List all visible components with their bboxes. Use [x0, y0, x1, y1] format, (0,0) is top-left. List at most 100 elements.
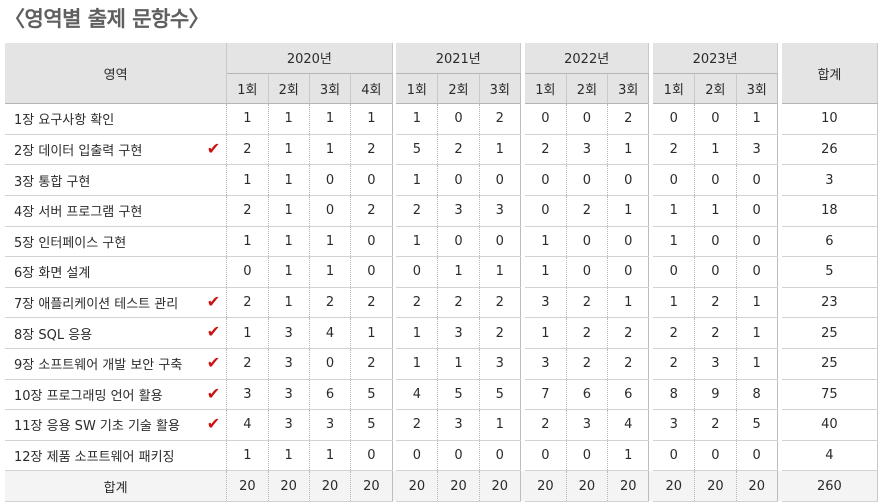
count-cell: 0 — [479, 164, 521, 196]
count-cell: 1 — [694, 134, 737, 166]
count-cell: 0 — [437, 226, 480, 258]
area-cell: 7장 애플리케이션 테스트 관리 ✔ — [5, 287, 228, 319]
count-cell: 2 — [479, 103, 521, 135]
column-gap — [776, 43, 782, 104]
count-cell: 3 — [566, 134, 609, 166]
count-cell: 3 — [479, 195, 521, 227]
column-gap — [776, 409, 782, 441]
count-cell: 3 — [736, 134, 778, 166]
count-cell: 3 — [524, 287, 567, 319]
count-cell: 1 — [736, 103, 778, 135]
count-cell: 1 — [396, 226, 439, 258]
column-gap — [648, 134, 654, 165]
count-cell: 0 — [566, 103, 609, 135]
checkmark-icon: ✔ — [206, 291, 221, 311]
count-cell: 0 — [226, 256, 269, 288]
count-cell: 0 — [524, 164, 567, 196]
count-cell: 0 — [736, 440, 778, 472]
count-cell: 1 — [396, 164, 439, 196]
column-gap — [776, 103, 782, 135]
area-name: 11장 응용 SW 기초 기술 활용 — [14, 419, 180, 435]
count-cell: 0 — [736, 226, 778, 258]
count-cell: 1 — [268, 256, 310, 288]
count-cell: 2 — [350, 195, 393, 227]
count-cell: 1 — [396, 103, 439, 135]
count-cell: 1 — [607, 195, 650, 227]
row-total-cell: 26 — [781, 134, 878, 166]
count-cell: 3 — [268, 409, 310, 441]
round-header: 2회 — [566, 72, 609, 105]
count-cell: 0 — [694, 440, 737, 472]
column-gap — [648, 348, 654, 380]
count-cell: 2 — [226, 348, 269, 380]
round-header: 3회 — [309, 72, 352, 105]
count-cell: 1 — [653, 287, 696, 319]
count-cell: 1 — [607, 440, 650, 472]
count-cell: 1 — [309, 103, 352, 135]
count-cell: 0 — [566, 164, 609, 196]
count-cell: 2 — [396, 195, 439, 227]
count-cell: 1 — [694, 195, 737, 227]
count-cell: 1 — [350, 103, 393, 135]
count-cell: 2 — [566, 195, 609, 227]
table-row: 10장 프로그래밍 언어 활용 ✔ 3 3 6 5 4 5 5 7 6 6 8 9 8 75 — [5, 379, 878, 411]
count-cell: 2 — [653, 317, 696, 349]
area-cell: 12장 제품 소프트웨어 패키징 — [5, 440, 228, 472]
area-cell: 2장 데이터 입출력 구현 ✔ — [5, 134, 228, 166]
column-gap — [391, 409, 397, 441]
grand-total-cell: 260 — [781, 470, 878, 502]
checkmark-icon: ✔ — [206, 138, 221, 158]
count-cell: 1 — [268, 103, 310, 135]
count-cell: 3 — [268, 348, 310, 380]
row-total-cell: 18 — [781, 195, 878, 227]
count-cell: 1 — [524, 256, 567, 288]
count-cell: 2 — [350, 134, 393, 166]
count-cell: 1 — [226, 226, 269, 258]
count-cell: 2 — [226, 134, 269, 166]
area-name: 7장 애플리케이션 테스트 관리 — [14, 297, 179, 313]
count-cell: 4 — [226, 409, 269, 441]
count-cell: 2 — [653, 348, 696, 380]
count-cell: 3 — [694, 348, 737, 380]
column-gap — [648, 440, 654, 471]
table-row: 5장 인터페이스 구현 1 1 1 0 1 0 0 1 0 0 1 0 0 6 — [5, 226, 878, 258]
count-cell: 1 — [479, 134, 521, 166]
column-gap — [391, 164, 397, 196]
area-cell: 8장 SQL 응용 ✔ — [5, 317, 228, 349]
row-total-cell: 4 — [781, 440, 878, 472]
row-total-cell: 3 — [781, 164, 878, 196]
round-header: 1회 — [653, 72, 696, 105]
column-gap — [519, 348, 525, 380]
column-gap — [391, 348, 397, 380]
checkmark-icon: ✔ — [206, 383, 221, 403]
column-gap — [776, 348, 782, 380]
column-gap — [391, 440, 397, 471]
count-cell: 1 — [268, 134, 310, 166]
total-label: 합계 — [5, 470, 228, 502]
count-cell: 2 — [396, 287, 439, 319]
count-cell: 20 — [607, 470, 650, 502]
table-row: 1장 요구사항 확인 1 1 1 1 1 0 2 0 0 2 0 0 1 10 — [5, 103, 878, 135]
count-cell: 0 — [653, 103, 696, 135]
row-total-cell: 25 — [781, 348, 878, 380]
area-cell: 10장 프로그래밍 언어 활용 ✔ — [5, 379, 228, 411]
area-cell: 6장 화면 설계 — [5, 256, 228, 288]
count-cell: 20 — [694, 470, 737, 502]
count-cell: 0 — [524, 195, 567, 227]
column-gap — [776, 440, 782, 471]
count-cell: 3 — [268, 379, 310, 411]
column-gap — [519, 103, 525, 135]
count-cell: 1 — [226, 164, 269, 196]
count-cell: 20 — [736, 470, 778, 502]
column-gap — [648, 379, 654, 410]
count-cell: 2 — [566, 317, 609, 349]
count-cell: 0 — [309, 195, 352, 227]
count-cell: 1 — [396, 317, 439, 349]
column-gap — [648, 103, 654, 135]
count-cell: 0 — [479, 440, 521, 472]
count-cell: 5 — [350, 409, 393, 441]
count-cell: 6 — [309, 379, 352, 411]
column-gap — [519, 226, 525, 257]
table-row: 2장 데이터 입출력 구현 ✔ 2 1 1 2 5 2 1 2 3 1 2 1 3 26 — [5, 134, 878, 166]
sum-header: 합계 — [781, 43, 878, 105]
